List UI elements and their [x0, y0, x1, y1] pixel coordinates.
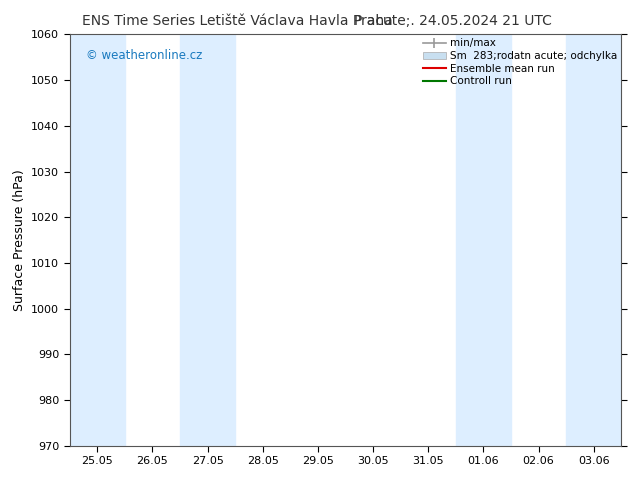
Legend: min/max, Sm  283;rodatn acute; odchylka, Ensemble mean run, Controll run: min/max, Sm 283;rodatn acute; odchylka, … [421, 36, 619, 88]
Bar [456, 34, 511, 446]
Text: ENS Time Series Letiště Václava Havla Praha: ENS Time Series Letiště Václava Havla Pr… [82, 14, 393, 28]
Y-axis label: Surface Pressure (hPa): Surface Pressure (hPa) [13, 169, 25, 311]
Text: P acute;. 24.05.2024 21 UTC: P acute;. 24.05.2024 21 UTC [354, 14, 552, 28]
Text: © weatheronline.cz: © weatheronline.cz [86, 49, 203, 62]
Bar [180, 34, 235, 446]
Bar [70, 34, 125, 446]
Bar [566, 34, 621, 446]
